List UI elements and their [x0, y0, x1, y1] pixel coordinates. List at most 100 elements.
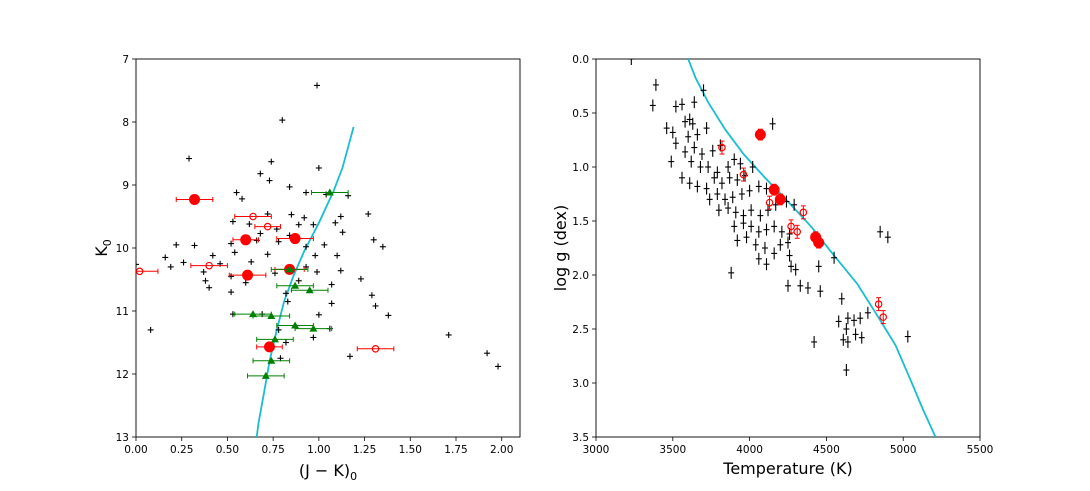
left-x-axis-label: (J − K)0 — [299, 461, 357, 483]
right-y-tick-label: 0.5 — [572, 108, 589, 120]
right-field-star-point — [709, 144, 716, 157]
left-field-star-point — [332, 219, 339, 226]
left-field-star-point — [279, 117, 286, 124]
right-field-star-point — [851, 314, 858, 327]
left-red-filled-point — [175, 193, 214, 205]
right-field-star-point — [729, 191, 736, 204]
right-field-star-point — [714, 188, 721, 200]
left-field-star-point — [273, 226, 280, 233]
left-green-point — [290, 286, 329, 294]
filled-circle-marker — [754, 129, 766, 141]
left-field-star-point — [180, 259, 187, 266]
left-field-star-point — [147, 326, 154, 333]
right-red-filled-point — [774, 193, 786, 206]
triangle-marker — [309, 324, 318, 332]
right-field-star-point — [668, 155, 675, 168]
left-field-star-point — [328, 300, 335, 307]
left-red-open-point — [254, 222, 281, 231]
right-field-star-point — [804, 281, 811, 294]
left-green-point — [276, 281, 314, 289]
right-field-star-point — [679, 98, 686, 111]
left-field-star-point — [239, 195, 246, 202]
left-field-star-point — [200, 268, 207, 275]
right-x-tick-label: 5500 — [967, 444, 994, 456]
left-field-star-point — [303, 263, 310, 270]
right-field-star-point — [715, 204, 722, 217]
left-field-star-point — [315, 164, 322, 171]
right-field-star-point — [844, 335, 851, 348]
left-field-star-point — [284, 298, 291, 305]
right-field-star-point — [672, 100, 679, 113]
open-circle-marker — [787, 222, 795, 231]
right-field-star-point — [763, 182, 770, 195]
left-x-tick-label: 1.50 — [399, 444, 422, 456]
left-red-open-point — [356, 344, 395, 353]
right-x-tick-label: 5000 — [890, 444, 917, 456]
right-field-star-point — [685, 130, 692, 143]
left-red-filled-point — [232, 234, 260, 246]
right-field-star-point — [778, 225, 785, 238]
right-field-star-point — [705, 161, 712, 173]
left-x-tick-label: 1.75 — [444, 444, 467, 456]
right-y-tick-label: 0.0 — [572, 54, 589, 66]
right-field-star-point — [686, 177, 693, 190]
left-field-star-point — [310, 334, 317, 341]
right-field-star-point — [694, 128, 701, 141]
right-field-star-point — [732, 206, 739, 219]
left-field-star-point — [162, 254, 169, 261]
open-circle-marker — [879, 313, 888, 321]
right-y-tick-label: 1.0 — [572, 162, 589, 174]
left-x-tick-label: 0.25 — [170, 444, 193, 456]
right-field-star-point — [843, 364, 850, 377]
left-field-star-point — [337, 213, 344, 220]
right-x-axis-label: Temperature (K) — [722, 459, 852, 478]
right-field-star-point — [757, 209, 764, 222]
right-red-open-point — [787, 219, 795, 234]
left-field-star-point — [337, 267, 344, 274]
right-field-star-point — [700, 84, 707, 97]
open-circle-marker — [739, 170, 748, 179]
left-y-tick-label: 9 — [122, 180, 129, 192]
right-field-star-point — [791, 198, 798, 211]
left-x-tick-label: 1.00 — [307, 444, 330, 456]
left-field-star-point — [484, 350, 491, 357]
left-field-star-point — [339, 229, 346, 236]
right-field-star-point — [669, 126, 676, 139]
right-field-star-point — [755, 225, 762, 238]
right-red-open-point — [799, 205, 808, 220]
left-field-star-point — [346, 353, 353, 360]
right-field-star-point — [691, 141, 698, 154]
right-x-tick-label: 3000 — [583, 444, 610, 456]
open-circle-marker — [205, 261, 213, 270]
right-x-ticks: 3000 3500 4000 4500 5000 5500 — [583, 437, 994, 456]
left-field-star-point — [357, 275, 364, 282]
right-field-star-point — [877, 225, 884, 238]
right-field-star-point — [785, 236, 791, 249]
left-field-star-point — [379, 243, 386, 250]
left-x-axis-label-subscript: 0 — [350, 470, 357, 483]
right-field-star-point — [763, 223, 770, 236]
right-field-star-point — [771, 247, 778, 260]
left-field-star-point — [186, 155, 193, 162]
right-field-star-point — [817, 285, 824, 298]
right-field-star-point — [838, 292, 845, 305]
left-field-star-point — [286, 183, 293, 190]
right-field-star-point — [731, 153, 738, 166]
right-field-star-point — [777, 238, 784, 251]
left-field-star-point — [191, 242, 198, 249]
right-field-star-point — [628, 59, 635, 65]
right-field-star-point — [761, 242, 768, 254]
left-y-tick-label: 7 — [122, 54, 129, 66]
right-field-star-point — [688, 155, 695, 168]
left-green-point — [252, 312, 291, 320]
left-field-star-point — [365, 210, 372, 217]
right-field-star-point — [852, 328, 859, 341]
left-field-star-point — [209, 252, 216, 259]
filled-circle-marker — [768, 184, 780, 196]
triangle-marker — [305, 286, 314, 294]
right-field-star-point — [698, 148, 705, 161]
right-field-star-point — [682, 145, 689, 158]
right-field-star-point — [691, 96, 698, 109]
triangle-marker — [291, 321, 300, 329]
left-red-open-point — [190, 261, 228, 270]
